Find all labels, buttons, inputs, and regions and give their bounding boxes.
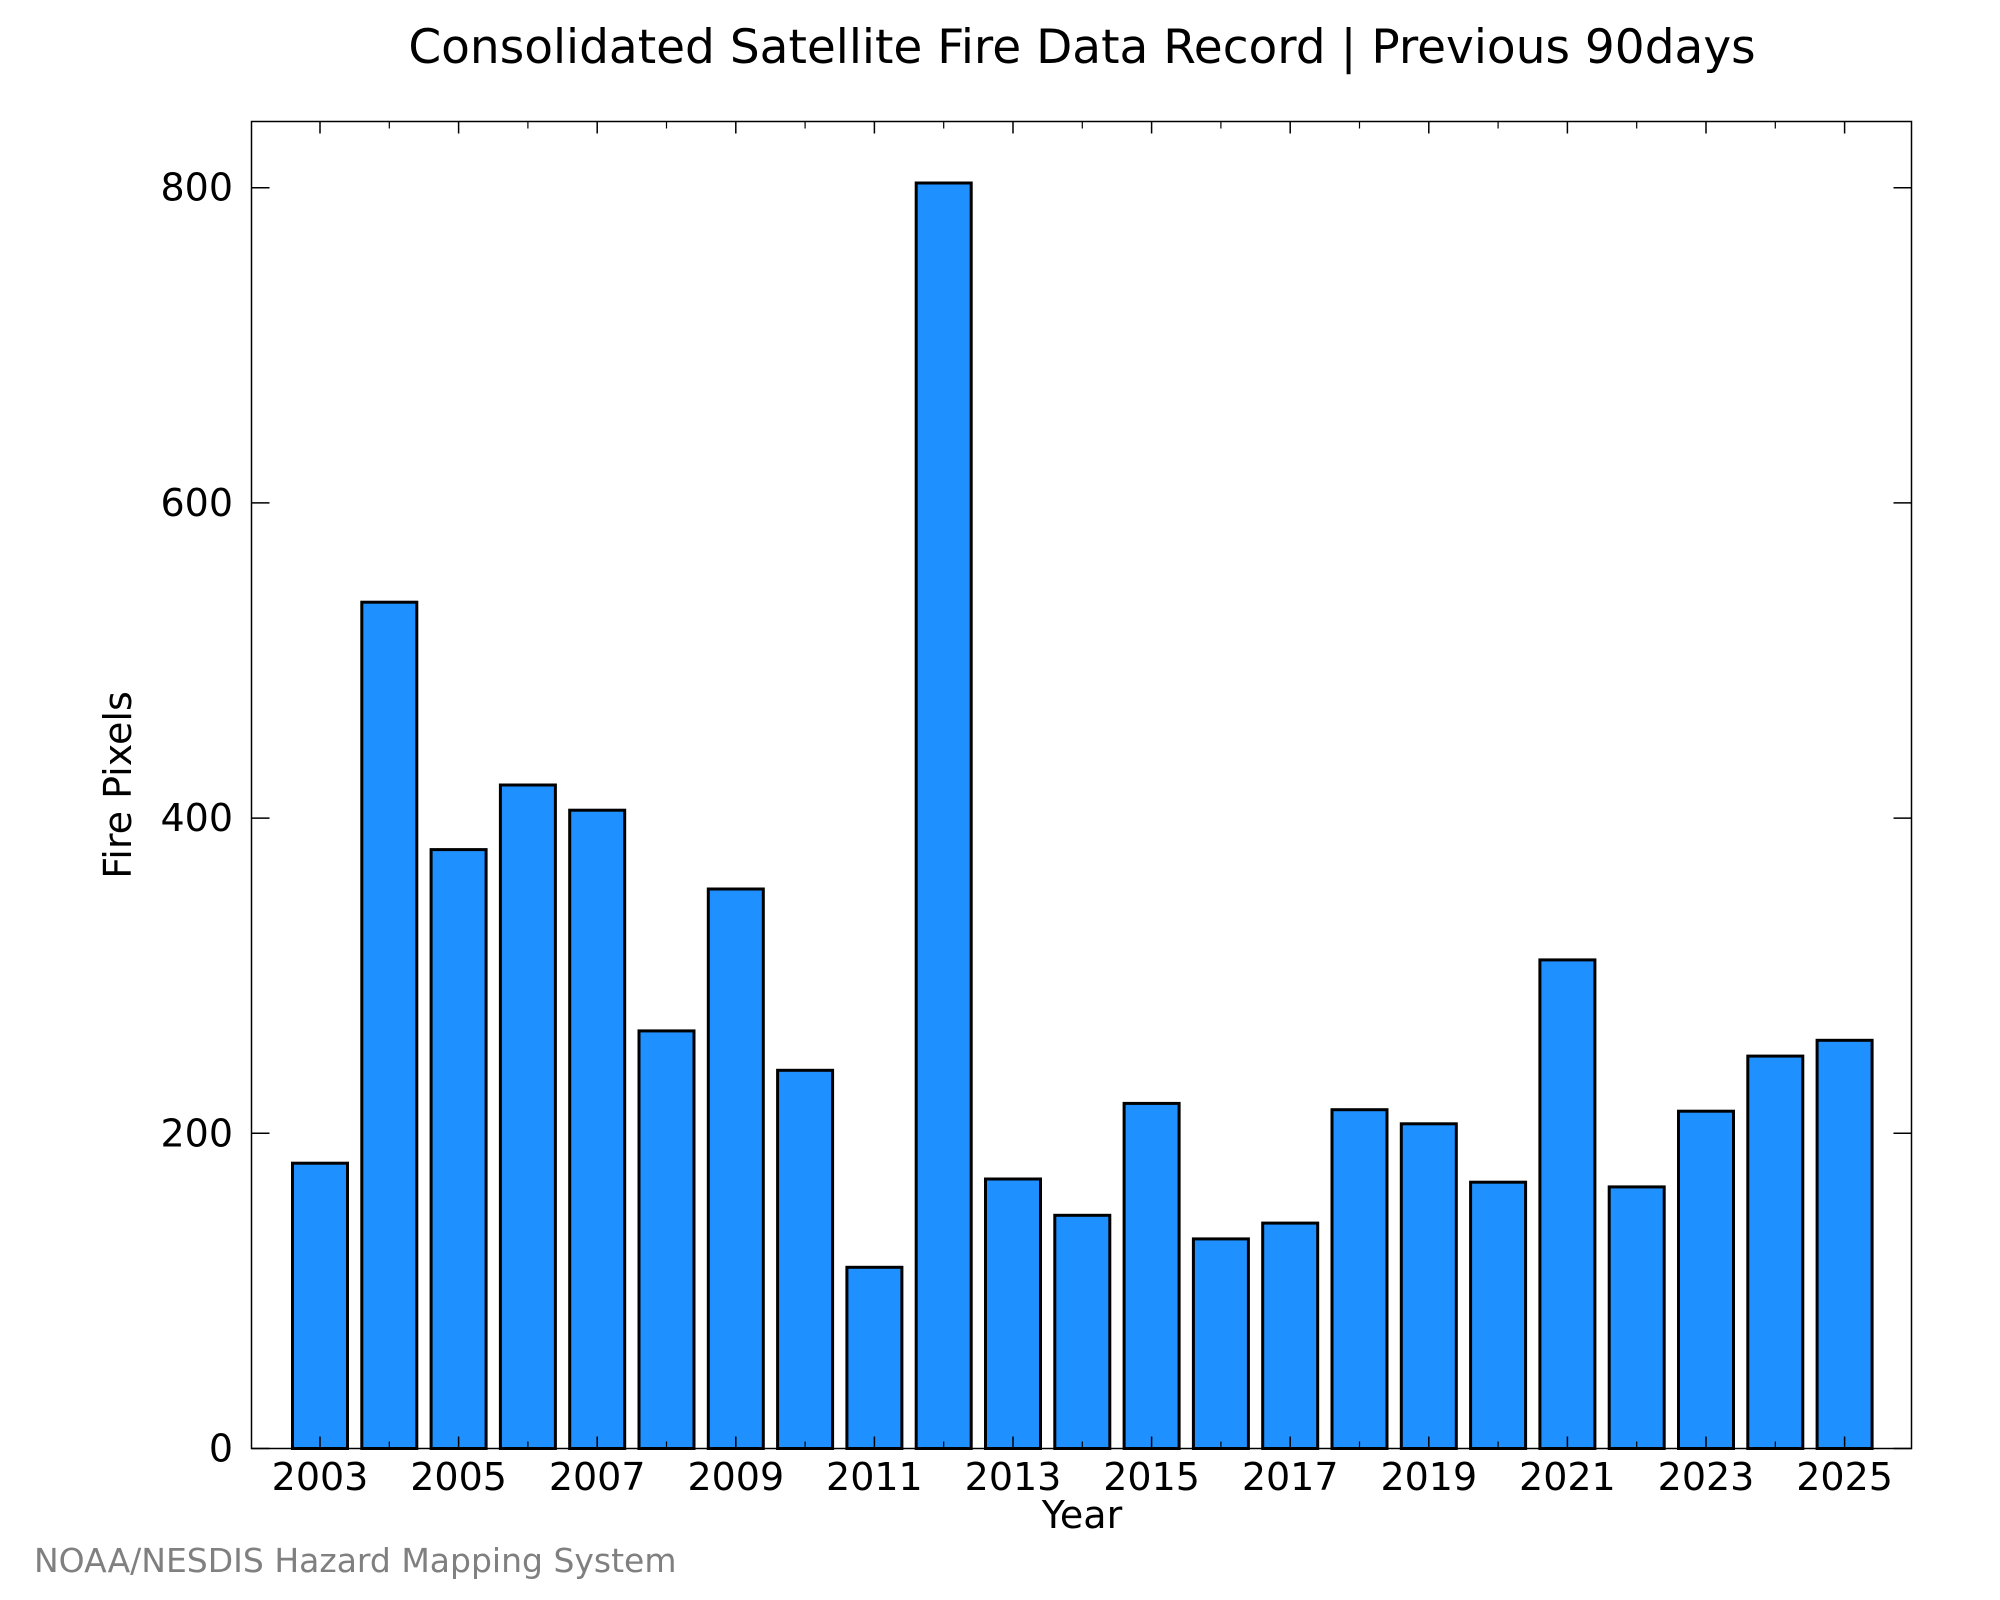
plot-frame (250, 120, 1913, 1450)
bar-2006 (498, 783, 557, 1450)
y-tick-label-0: 0 (209, 1427, 233, 1471)
bar-2016 (1191, 1237, 1250, 1451)
bar-2008 (637, 1029, 696, 1451)
bar-2019 (1399, 1122, 1458, 1451)
bars-layer (291, 181, 1874, 1451)
chart-title: Consolidated Satellite Fire Data Record … (408, 20, 1755, 75)
x-tick-label-2011: 2011 (826, 1455, 923, 1499)
bar-2024 (1746, 1054, 1805, 1450)
ticks-layer: 2003 2005 2007 2009 2011 2013 2015 2017 2019 2021… (160, 121, 1912, 1499)
bar-2015 (1122, 1101, 1181, 1451)
x-tick-label-2007: 2007 (549, 1455, 646, 1499)
x-tick-label-2013: 2013 (965, 1455, 1062, 1499)
bar-2014 (1053, 1213, 1112, 1451)
x-tick-label-2021: 2021 (1519, 1455, 1616, 1499)
bar-2017 (1261, 1221, 1320, 1450)
y-tick-label-400: 400 (160, 796, 233, 840)
y-tick-label-800: 800 (160, 166, 233, 210)
bar-2025 (1815, 1038, 1874, 1451)
bar-2021 (1538, 958, 1597, 1451)
x-tick-label-2025: 2025 (1796, 1455, 1893, 1499)
bar-2013 (984, 1177, 1042, 1450)
y-tick-label-200: 200 (160, 1111, 233, 1155)
bar-2011 (845, 1265, 904, 1451)
bar-2018 (1330, 1108, 1389, 1450)
x-tick-label-2023: 2023 (1658, 1455, 1755, 1499)
bar-2005 (429, 848, 488, 1450)
x-tick-label-2015: 2015 (1103, 1455, 1200, 1499)
bar-2007 (568, 808, 627, 1450)
bar-2004 (360, 600, 419, 1450)
bar-2012 (914, 181, 973, 1450)
x-tick-label-2017: 2017 (1242, 1455, 1339, 1499)
x-tick-label-2019: 2019 (1380, 1455, 1477, 1499)
x-tick-label-2009: 2009 (687, 1455, 784, 1499)
bar-2022 (1607, 1185, 1666, 1451)
y-tick-label-600: 600 (160, 481, 233, 525)
x-tick-label-2005: 2005 (410, 1455, 507, 1499)
x-tick-label-2003: 2003 (272, 1455, 369, 1499)
bar-2020 (1469, 1180, 1528, 1450)
credit-text: NOAA/NESDIS Hazard Mapping System (34, 1541, 677, 1580)
bar-2009 (706, 887, 765, 1450)
bar-2023 (1677, 1109, 1735, 1450)
bar-2003 (291, 1161, 349, 1450)
y-axis-label: Fire Pixels (96, 691, 140, 879)
bar-2010 (776, 1068, 835, 1451)
x-axis-label: Year (1041, 1493, 1123, 1537)
